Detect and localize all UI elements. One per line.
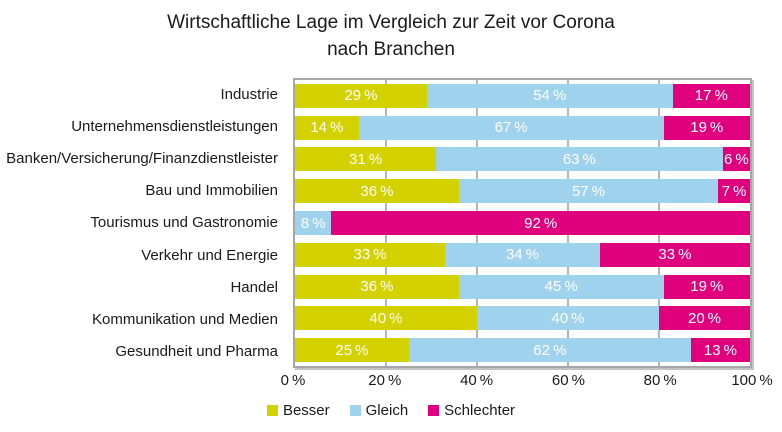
category-label: Gesundheit und Pharma xyxy=(115,343,278,361)
x-tick-label: 60 % xyxy=(551,372,585,389)
bar-value-label: 7 % xyxy=(721,182,747,200)
bar-value-label: 6 % xyxy=(723,150,749,168)
bar-value-label: 31 % xyxy=(349,150,383,168)
bar-segment-gleich: 63 % xyxy=(436,147,723,172)
legend-swatch-besser xyxy=(266,405,278,416)
bar-segment-gleich: 62 % xyxy=(408,338,691,363)
x-tick-label: 0 % xyxy=(280,372,306,389)
bar-segment-besser: 36 % xyxy=(295,274,459,299)
bar-value-label: 29 % xyxy=(344,87,378,105)
bar-segment-schlechter: 33 % xyxy=(599,242,750,267)
bar-segment-besser: 14 % xyxy=(295,115,359,140)
bar-segment-besser: 25 % xyxy=(295,338,409,363)
bar-segment-schlechter: 13 % xyxy=(690,338,750,363)
plot-area: 29 % 54 % 17 % 14 % 67 % 19 % 31 % 63 % 6 % 36 % 5… xyxy=(293,78,752,368)
x-tick-label: 100 % xyxy=(731,372,773,389)
bar-row: 36 % 45 % 19 % xyxy=(295,271,750,303)
bar-segment-besser: 40 % xyxy=(295,306,477,331)
chart-title: Wirtschaftliche Lage im Vergleich zur Ze… xyxy=(0,9,782,63)
bar-value-label: 20 % xyxy=(687,309,722,327)
bar-value-label: 25 % xyxy=(335,341,369,359)
category-label: Banken/Versicherung/Finanzdienstleister xyxy=(6,150,278,168)
category-label: Handel xyxy=(230,278,278,296)
bar-value-label: 33 % xyxy=(353,246,387,264)
bar-value-label: 54 % xyxy=(533,87,567,105)
category-label: Kommunikation und Medien xyxy=(92,311,278,329)
bar-row: 25 % 62 % 13 % xyxy=(295,334,750,366)
x-tick-label: 40 % xyxy=(460,372,494,389)
bar-value-label: 19 % xyxy=(690,278,724,296)
x-tick-label: 80 % xyxy=(643,372,677,389)
bar-segment-gleich: 54 % xyxy=(426,83,673,108)
bar-segment-schlechter: 20 % xyxy=(659,306,750,331)
bar-value-label: 36 % xyxy=(360,182,394,200)
bar-value-label: 45 % xyxy=(544,278,578,296)
bar-row: 14 % 67 % 19 % xyxy=(295,112,750,144)
legend-label: Besser xyxy=(282,402,330,419)
bar-value-label: 13 % xyxy=(703,341,737,359)
legend-swatch-gleich xyxy=(349,405,361,416)
bar-value-label: 63 % xyxy=(562,150,596,168)
bar-segment-schlechter: 6 % xyxy=(722,147,750,172)
bar-rows: 29 % 54 % 17 % 14 % 67 % 19 % 31 % 63 % 6 % 36 % 5… xyxy=(295,80,750,366)
bar-value-label: 17 % xyxy=(694,87,728,105)
bar-row: 8 % 92 % xyxy=(295,207,750,239)
bar-value-label: 36 % xyxy=(360,278,394,296)
bar-value-label: 8 % xyxy=(300,214,326,232)
chart-title-line2: nach Branchen xyxy=(327,39,455,60)
bar-value-label: 62 % xyxy=(533,341,567,359)
bar-segment-gleich: 8 % xyxy=(295,211,332,236)
legend-item: Besser xyxy=(266,402,330,419)
bar-segment-schlechter: 19 % xyxy=(663,274,750,299)
legend: Besser Gleich Schlechter xyxy=(0,402,782,419)
x-tick-label: 20 % xyxy=(368,372,402,389)
legend-label: Schlechter xyxy=(444,402,516,419)
category-labels: Industrie Unternehmensdienstleistungen Ban… xyxy=(0,78,285,368)
bar-segment-besser: 33 % xyxy=(295,242,446,267)
bar-value-label: 33 % xyxy=(658,246,692,264)
bar-value-label: 14 % xyxy=(310,119,344,137)
bar-segment-schlechter: 19 % xyxy=(663,115,750,140)
legend-item: Gleich xyxy=(349,402,409,419)
bar-value-label: 57 % xyxy=(571,182,605,200)
bar-segment-schlechter: 92 % xyxy=(331,211,750,236)
legend-item: Schlechter xyxy=(428,402,515,419)
bar-segment-gleich: 57 % xyxy=(458,179,719,204)
bar-segment-gleich: 67 % xyxy=(358,115,664,140)
legend-swatch-schlechter xyxy=(428,405,440,416)
bar-segment-besser: 29 % xyxy=(295,83,427,108)
category-label: Unternehmensdienstleistungen xyxy=(71,117,278,135)
bar-segment-besser: 36 % xyxy=(295,179,459,204)
bar-row: 33 % 34 % 33 % xyxy=(295,239,750,271)
x-axis: 0 % 20 % 40 % 60 % 80 % 100 % xyxy=(281,372,773,392)
category-label: Industrie xyxy=(220,85,278,103)
bar-value-label: 19 % xyxy=(690,119,724,137)
bar-row: 31 % 63 % 6 % xyxy=(295,144,750,176)
category-label: Bau und Immobilien xyxy=(145,182,278,200)
bar-value-label: 92 % xyxy=(524,214,558,232)
bar-segment-schlechter: 17 % xyxy=(672,83,750,108)
bar-segment-besser: 31 % xyxy=(295,147,437,172)
bar-row: 29 % 54 % 17 % xyxy=(295,80,750,112)
chart-title-line1: Wirtschaftliche Lage im Vergleich zur Ze… xyxy=(167,12,615,33)
bar-value-label: 40 % xyxy=(551,309,585,327)
bar-value-label: 34 % xyxy=(505,246,539,264)
bar-segment-gleich: 34 % xyxy=(445,242,600,267)
category-label: Verkehr und Energie xyxy=(141,246,278,264)
bar-value-label: 67 % xyxy=(494,119,528,137)
bar-segment-gleich: 45 % xyxy=(458,274,664,299)
bar-row: 36 % 57 % 7 % xyxy=(295,175,750,207)
legend-label: Gleich xyxy=(365,402,409,419)
category-label: Tourismus und Gastronomie xyxy=(90,214,278,232)
bar-segment-schlechter: 7 % xyxy=(718,179,750,204)
bar-value-label: 40 % xyxy=(369,309,403,327)
bar-row: 40 % 40 % 20 % xyxy=(295,302,750,334)
bar-segment-gleich: 40 % xyxy=(477,306,659,331)
